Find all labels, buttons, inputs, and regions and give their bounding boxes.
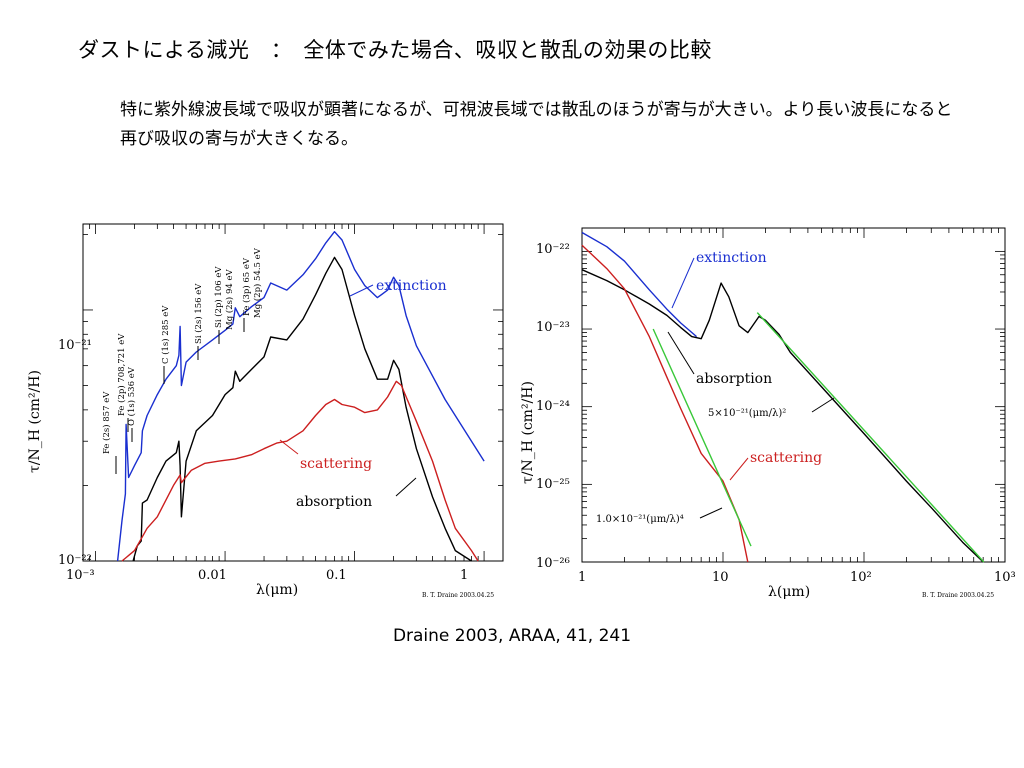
scattering-pointer xyxy=(279,439,299,455)
slide-title: ダストによる減光 ： 全体でみた場合、吸収と散乱の効果の比較 xyxy=(78,38,712,62)
plot-frame xyxy=(581,227,1006,563)
x-tick-label: 10² xyxy=(850,570,872,585)
extinction-label: extinction xyxy=(696,250,767,266)
y-axis-label: τ/N_H (cm²/H) xyxy=(520,381,536,484)
credit-text: B. T. Draine 2003.04.25 xyxy=(922,592,994,599)
y-tick-label: 10⁻²⁴ xyxy=(536,399,570,414)
fit-label-lambda2: 5×10⁻²¹(μm/λ)² xyxy=(708,408,786,419)
x-tick-label: 10⁻³ xyxy=(66,568,95,583)
x-tick-label: 1 xyxy=(460,568,468,583)
series-line-scattering xyxy=(121,380,479,562)
credit-text: B. T. Draine 2003.04.25 xyxy=(422,592,494,599)
edge-label: Fe (2p) 708,721 eV xyxy=(116,333,127,416)
x-tick-label: 0.1 xyxy=(326,568,347,583)
series-line-5-10-m xyxy=(756,312,985,563)
x-tick-label: 0.01 xyxy=(198,568,227,583)
y-tick-label: 10⁻²⁵ xyxy=(536,477,570,492)
y-tick-label: 10⁻²¹ xyxy=(58,338,92,353)
edge-label: Mg (2p) 54.5 eV xyxy=(252,247,263,318)
x-tick-label: 10³ xyxy=(994,570,1016,585)
x-tick-label: 10 xyxy=(712,570,729,585)
series-lines xyxy=(581,231,985,563)
series-line-absorption xyxy=(581,269,984,563)
edge-label: Si (2p) 106 eV xyxy=(213,266,224,328)
edge-label: Fe (2s) 857 eV xyxy=(101,391,112,454)
edge-label: Mg (2s) 94 eV xyxy=(224,269,235,330)
absorption-pointer xyxy=(395,477,417,497)
scattering-pointer xyxy=(729,457,749,481)
absorption-label: absorption xyxy=(296,494,372,510)
y-tick-label: 10⁻²² xyxy=(58,553,92,568)
fit-pointer-lambda2 xyxy=(811,397,835,413)
extinction-pointer xyxy=(671,257,695,309)
series-line-extinction xyxy=(581,231,698,338)
edge-label: Si (2s) 156 eV xyxy=(193,283,204,344)
series-line-extinction xyxy=(116,230,485,562)
scattering-label: scattering xyxy=(750,450,822,466)
absorption-pointer xyxy=(667,331,695,375)
y-tick-label: 10⁻²³ xyxy=(536,320,570,335)
citation-caption: Draine 2003, ARAA, 41, 241 xyxy=(392,626,632,646)
fit-label-lambda4: 1.0×10⁻²¹(μm/λ)⁴ xyxy=(596,514,684,525)
x-tick-label: 1 xyxy=(578,570,586,585)
chart-left: 10⁻²¹ 10⁻²² 10⁻³ 0.01 0.1 1 λ(μm) τ/N_H … xyxy=(27,223,504,599)
absorption-label: absorption xyxy=(696,371,772,387)
x-axis-label: λ(μm) xyxy=(256,582,298,598)
y-tick-label: 10⁻²⁶ xyxy=(536,556,570,571)
tick-marks xyxy=(581,227,1006,563)
extinction-pointer xyxy=(349,284,374,297)
chart-right: 10⁻²² 10⁻²³ 10⁻²⁴ 10⁻²⁵ 10⁻²⁶ 1 10 10² 1… xyxy=(520,227,1016,600)
x-axis-label: λ(μm) xyxy=(768,584,810,600)
series-line-1-0-10-m xyxy=(652,328,752,547)
plot-frame xyxy=(82,223,504,562)
series-lines xyxy=(116,230,485,562)
tick-marks xyxy=(82,224,503,562)
y-tick-label: 10⁻²² xyxy=(536,242,570,257)
fit-pointer-lambda4 xyxy=(699,507,723,519)
extinction-label: extinction xyxy=(376,278,447,294)
series-line-absorption xyxy=(132,256,472,562)
slide-body-text: 特に紫外線波長域で吸収が顕著になるが、可視波長域では散乱のほうが寄与が大きい。よ… xyxy=(120,100,953,149)
scattering-label: scattering xyxy=(300,456,372,472)
edge-label: Fe (3p) 65 eV xyxy=(241,257,252,316)
edge-label: C (1s) 285 eV xyxy=(160,305,171,364)
edge-label: O (1s) 536 eV xyxy=(126,366,137,426)
y-axis-label: τ/N_H (cm²/H) xyxy=(27,370,43,473)
